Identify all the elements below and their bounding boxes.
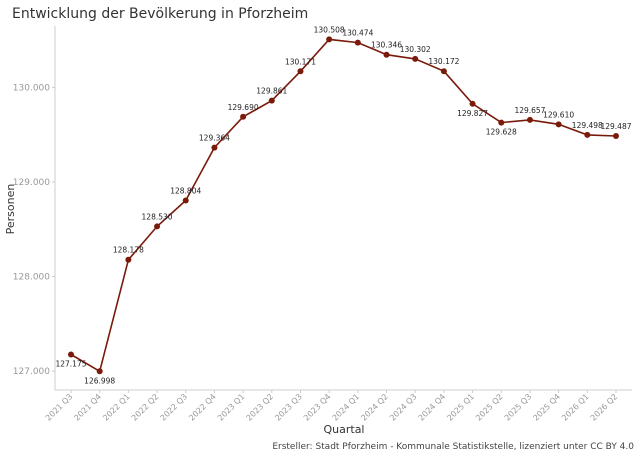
data-point — [240, 113, 247, 120]
data-label: 130.346 — [371, 41, 402, 50]
series-line — [70, 38, 617, 373]
y-tick-label: 128.000 — [13, 273, 50, 283]
x-tick-label: 2024 Q3 — [388, 392, 419, 423]
data-label: 130.474 — [342, 29, 373, 38]
x-tick-label: 2022 Q3 — [159, 392, 190, 423]
data-point — [154, 223, 161, 230]
x-tick-label: 2022 Q4 — [187, 392, 218, 423]
y-tick-label: 130.000 — [13, 83, 50, 93]
data-point — [498, 119, 505, 126]
x-tick-label: 2022 Q1 — [101, 392, 132, 423]
data-point — [613, 132, 619, 139]
data-label: 129.657 — [514, 106, 545, 115]
x-tick-label: 2022 Q2 — [130, 392, 161, 423]
chart-title: Entwicklung der Bevölkerung in Pforzheim — [12, 6, 308, 22]
x-tick-label: 2025 Q2 — [474, 392, 505, 423]
data-point — [354, 39, 361, 46]
x-tick-label: 2021 Q3 — [44, 392, 75, 423]
data-label: 129.364 — [199, 134, 230, 143]
x-tick-label: 2024 Q4 — [417, 392, 448, 423]
data-label: 130.171 — [285, 57, 316, 66]
data-point — [526, 116, 533, 123]
data-point — [96, 368, 103, 375]
x-tick-label: 2021 Q4 — [72, 392, 103, 423]
data-point — [383, 51, 390, 58]
data-point — [268, 97, 275, 104]
x-tick-label: 2023 Q1 — [216, 392, 247, 423]
data-label: 129.690 — [228, 103, 259, 112]
x-axis-label: Quartal — [323, 423, 364, 436]
data-point — [211, 144, 218, 151]
data-point — [412, 55, 419, 62]
x-tick-label: 2026 Q1 — [560, 392, 591, 423]
x-tick-label: 2024 Q1 — [331, 392, 362, 423]
data-label: 129.487 — [600, 122, 631, 131]
chart-caption: Ersteller: Stadt Pforzheim - Kommunale S… — [272, 442, 634, 452]
x-tick-label: 2023 Q4 — [302, 392, 333, 423]
data-label: 129.827 — [457, 109, 488, 118]
data-point — [469, 100, 476, 107]
data-point — [555, 121, 562, 128]
x-tick-label: 2026 Q2 — [589, 392, 620, 423]
x-tick-label: 2023 Q2 — [245, 392, 276, 423]
x-tick-label: 2025 Q3 — [503, 392, 534, 423]
y-tick-label: 127.000 — [13, 367, 50, 377]
x-tick-label: 2023 Q3 — [273, 392, 304, 423]
x-tick-label: 2025 Q4 — [531, 392, 562, 423]
data-label: 130.172 — [428, 57, 459, 66]
data-label: 126.998 — [84, 376, 115, 385]
data-label: 128.178 — [113, 246, 144, 255]
data-point — [297, 68, 304, 75]
series-population — [68, 36, 619, 375]
data-point — [125, 256, 132, 263]
y-tick-label: 129.000 — [13, 178, 50, 188]
data-point — [326, 36, 333, 43]
data-label: 130.508 — [314, 25, 345, 34]
data-point — [440, 68, 447, 75]
y-axis-label: Personen — [4, 184, 17, 235]
x-tick-label: 2025 Q1 — [445, 392, 476, 423]
x-tick-label: 2024 Q2 — [359, 392, 390, 423]
data-point — [584, 131, 591, 138]
data-label: 129.861 — [256, 87, 287, 96]
data-label: 129.610 — [543, 110, 574, 119]
data-label: 130.302 — [400, 45, 431, 54]
data-point — [182, 197, 189, 204]
data-label: 127.175 — [55, 360, 86, 369]
data-label: 128.530 — [142, 212, 173, 221]
data-label: 129.628 — [486, 128, 517, 137]
data-point — [68, 351, 74, 358]
y-axis: 127.000 128.000 129.000 130.000 — [13, 26, 56, 390]
data-labels: 127.175 126.998 128.178 128.530 128.804 129.3… — [55, 25, 631, 385]
data-label: 128.804 — [170, 187, 201, 196]
data-label: 129.498 — [572, 121, 603, 130]
